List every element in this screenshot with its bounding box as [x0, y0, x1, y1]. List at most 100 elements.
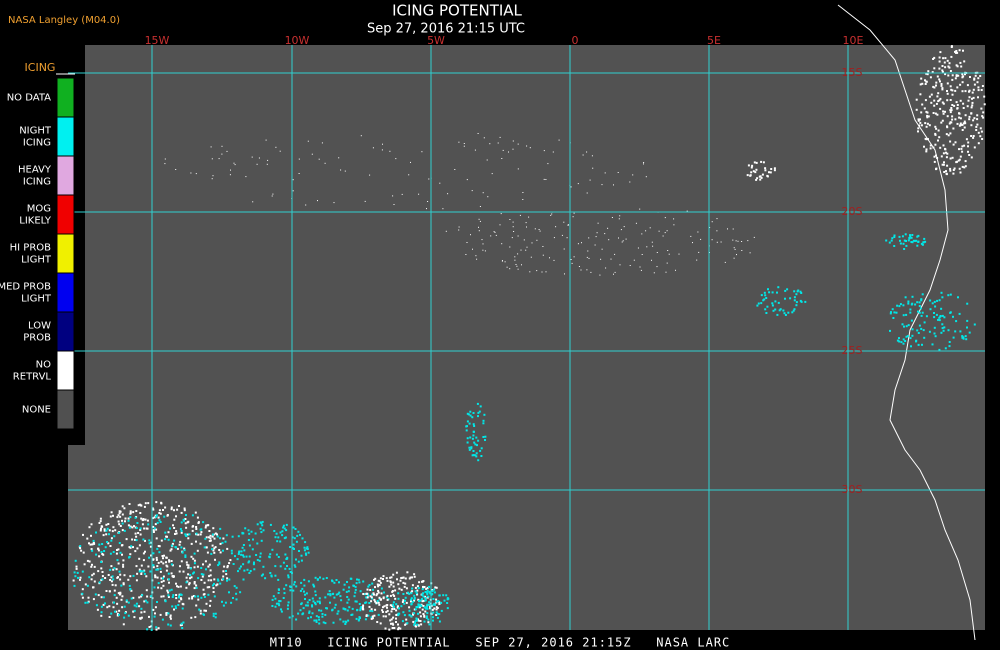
cloud-speckle	[105, 590, 108, 592]
cloud-speckle	[973, 117, 976, 120]
cloud-speckle	[945, 173, 948, 176]
cloud-speckle	[419, 620, 422, 622]
cloud-speckle	[933, 67, 936, 70]
cloud-speckle	[194, 616, 197, 619]
cloud-speckle	[403, 614, 406, 617]
cloud-speckle	[298, 550, 300, 552]
cloud-speckle	[782, 309, 785, 312]
cloud-speckle	[716, 230, 718, 232]
cloud-speckle	[960, 147, 963, 150]
cloud-speckle	[110, 537, 113, 540]
cloud-speckle	[910, 345, 912, 348]
cloud-speckle	[470, 447, 473, 450]
cloud-speckle	[179, 585, 182, 588]
cloud-speckle	[109, 515, 112, 518]
cloud-speckle	[112, 551, 115, 553]
cloud-speckle	[130, 589, 133, 592]
cloud-speckle	[417, 612, 419, 615]
cloud-speckle	[160, 560, 163, 563]
cloud-speckle	[175, 597, 178, 600]
cloud-speckle	[944, 347, 947, 350]
cloud-speckle	[410, 598, 413, 601]
cloud-speckle	[420, 604, 423, 607]
cloud-speckle	[152, 608, 155, 611]
cloud-speckle	[428, 603, 431, 606]
cloud-speckle	[150, 554, 153, 557]
cloud-speckle	[313, 585, 316, 588]
cloud-speckle	[158, 519, 161, 522]
cloud-speckle	[421, 594, 424, 596]
cloud-speckle	[977, 131, 980, 134]
cloud-speckle	[431, 590, 434, 593]
cloud-speckle	[300, 554, 303, 557]
cloud-speckle	[311, 604, 313, 607]
cloud-speckle	[108, 590, 111, 593]
cloud-speckle	[909, 337, 912, 340]
cloud-speckle	[483, 413, 486, 416]
cloud-speckle	[117, 520, 120, 523]
cloud-speckle	[947, 74, 950, 77]
cloud-speckle	[420, 623, 423, 626]
cloud-speckle	[697, 231, 699, 233]
cloud-speckle	[211, 548, 214, 551]
cloud-speckle	[905, 313, 908, 316]
cloud-speckle	[106, 541, 109, 543]
cloud-speckle	[958, 158, 961, 161]
cloud-speckle	[354, 600, 357, 603]
cloud-speckle	[144, 502, 147, 505]
cloud-speckle	[172, 594, 175, 597]
cloud-speckle	[749, 252, 751, 254]
cloud-speckle	[90, 534, 92, 537]
cloud-speckle	[79, 545, 82, 547]
cloud-speckle	[162, 575, 165, 578]
cloud-speckle	[297, 560, 300, 563]
cloud-speckle	[178, 543, 181, 546]
cloud-speckle	[100, 596, 103, 599]
cloud-speckle	[226, 566, 229, 569]
cloud-speckle	[392, 581, 395, 584]
cloud-speckle	[300, 559, 303, 562]
cloud-speckle	[175, 582, 177, 585]
cloud-speckle	[160, 580, 163, 583]
cloud-speckle	[191, 529, 194, 532]
cloud-speckle	[240, 550, 243, 553]
cloud-speckle	[113, 601, 115, 604]
cloud-speckle	[891, 308, 894, 311]
cloud-speckle	[479, 206, 481, 207]
cloud-speckle	[179, 528, 182, 530]
cloud-speckle	[318, 622, 321, 625]
cloud-speckle	[399, 579, 402, 582]
cloud-speckle	[549, 257, 550, 259]
cloud-speckle	[379, 581, 382, 584]
cloud-speckle	[391, 590, 394, 593]
cloud-speckle	[181, 551, 184, 554]
cloud-speckle	[935, 313, 938, 316]
cloud-speckle	[930, 101, 933, 104]
cloud-speckle	[962, 102, 965, 105]
cloud-speckle	[164, 506, 167, 509]
cloud-speckle	[208, 563, 211, 566]
cloud-speckle	[382, 597, 385, 600]
cloud-speckle	[346, 581, 348, 583]
cloud-speckle	[398, 607, 400, 610]
cloud-speckle	[932, 146, 935, 149]
cloud-speckle	[436, 616, 439, 619]
cloud-speckle	[905, 325, 908, 328]
cloud-speckle	[410, 592, 413, 595]
cloud-speckle	[673, 224, 675, 226]
cloud-speckle	[180, 622, 183, 625]
cloud-speckle	[395, 603, 398, 606]
cloud-speckle	[207, 524, 210, 527]
cloud-speckle	[414, 586, 417, 589]
cloud-speckle	[156, 601, 158, 603]
cloud-speckle	[934, 112, 937, 115]
cloud-speckle	[119, 525, 122, 527]
cloud-speckle	[155, 626, 158, 629]
cloud-speckle	[230, 552, 233, 555]
cloud-speckle	[86, 601, 89, 604]
cloud-speckle	[359, 607, 362, 610]
cloud-speckle	[107, 523, 110, 525]
cloud-speckle	[373, 578, 375, 581]
cloud-speckle	[929, 308, 932, 311]
